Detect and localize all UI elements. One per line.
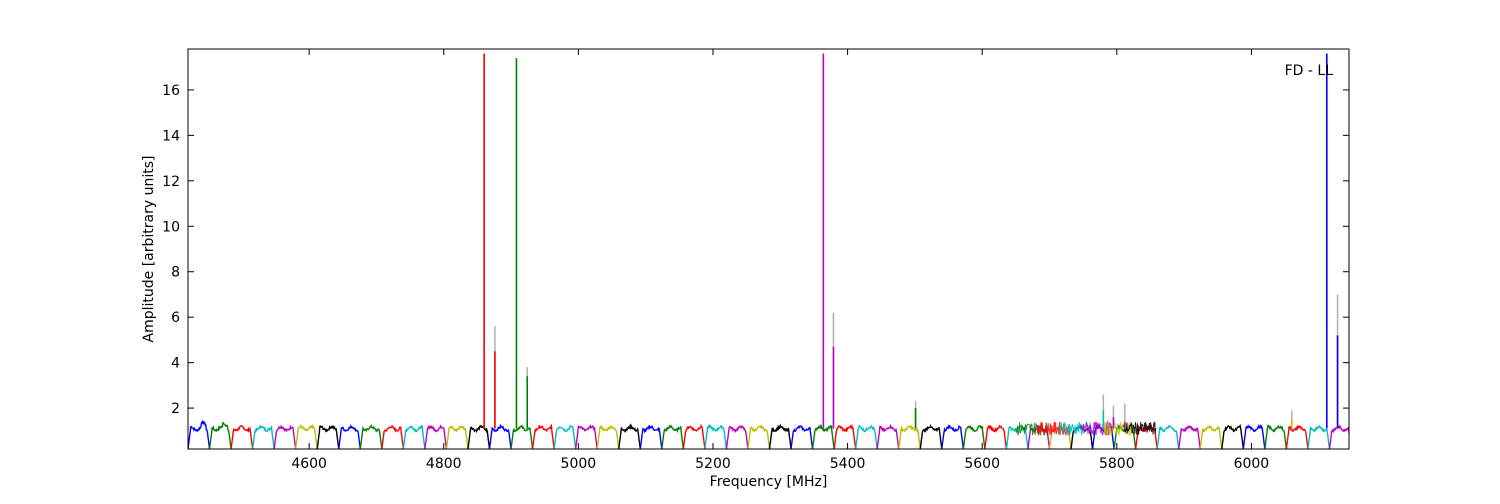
- subband-curve: [682, 423, 706, 449]
- subband-curve: [359, 424, 383, 449]
- subband-curve: [1221, 423, 1244, 449]
- subband-curve: [962, 424, 986, 449]
- noisy-trace: [1123, 421, 1157, 436]
- y-axis-label: Amplitude [arbitrary units]: [141, 156, 157, 343]
- x-tick-label: 5200: [695, 456, 731, 472]
- subband-curve: [424, 424, 448, 449]
- x-axis-label: Frequency [MHz]: [710, 474, 828, 490]
- x-tick-label: 4600: [291, 456, 327, 472]
- y-tick-label: 2: [171, 401, 180, 417]
- subband-curve: [747, 424, 771, 449]
- subband-curve: [488, 423, 512, 449]
- y-tick-label: 12: [162, 174, 180, 190]
- subband-curve: [1307, 424, 1331, 449]
- subband-curve: [510, 424, 534, 449]
- subband-curve: [1328, 424, 1349, 449]
- x-tick-label: 4800: [426, 456, 462, 472]
- subband-curve: [833, 423, 857, 449]
- x-tick-label: 5800: [1099, 456, 1135, 472]
- subband-curve: [941, 423, 964, 449]
- subband-curve: [295, 423, 318, 449]
- axes-layer: 4600 4800 5000 5200 5400 5600 5800 6000 2 4 6 8 10 12…: [162, 49, 1349, 472]
- chart-annotation: FD - LL: [1285, 63, 1334, 79]
- subband-curve: [790, 424, 814, 449]
- subband-curve: [876, 423, 900, 449]
- subband-curve: [553, 424, 577, 449]
- subband-curve: [467, 424, 491, 449]
- noisy-trace: [1101, 420, 1135, 437]
- subband-curve: [661, 424, 685, 449]
- subband-curve: [208, 421, 232, 449]
- y-tick-label: 8: [171, 265, 180, 281]
- y-tick-label: 10: [162, 219, 180, 235]
- x-tick-label: 5000: [561, 456, 597, 472]
- subband-curve: [919, 423, 943, 449]
- subband-curve: [316, 424, 340, 449]
- subband-curve: [230, 425, 254, 449]
- noisy-trace: [1015, 422, 1049, 437]
- y-tick-label: 16: [162, 83, 180, 99]
- subband-curve: [575, 424, 598, 449]
- subband-curve: [618, 423, 641, 449]
- data-layer: [188, 53, 1349, 449]
- x-tick-label: 6000: [1234, 456, 1270, 472]
- plot-frame: [187, 48, 1350, 450]
- subband-curve: [531, 423, 555, 449]
- subband-curve: [596, 425, 620, 449]
- subband-curve: [1178, 424, 1201, 449]
- subband-curve: [445, 425, 469, 449]
- subband-curve: [188, 420, 211, 449]
- subband-curve: [768, 423, 792, 449]
- y-tick-label: 4: [171, 356, 180, 372]
- subband-curve: [725, 424, 749, 449]
- subband-curve: [402, 424, 426, 449]
- subband-curve: [1285, 424, 1309, 449]
- y-tick-label: 6: [171, 310, 180, 326]
- subband-curve: [898, 424, 921, 449]
- subband-curve: [1156, 425, 1180, 449]
- subband-curve: [639, 424, 663, 449]
- x-tick-label: 5400: [830, 456, 866, 472]
- y-tick-label: 14: [162, 128, 180, 144]
- subband-curve: [984, 424, 1008, 449]
- subband-curve: [704, 423, 728, 449]
- subband-curve: [811, 423, 835, 449]
- subband-curve: [1264, 424, 1288, 449]
- subband-curve: [1199, 424, 1223, 449]
- subband-curve: [251, 424, 275, 449]
- subband-curve: [1242, 423, 1266, 449]
- noisy-trace: [1080, 419, 1114, 437]
- subband-curve: [273, 424, 297, 449]
- subband-curve: [855, 424, 878, 449]
- subband-curve: [381, 424, 405, 449]
- subband-curve: [338, 424, 361, 449]
- x-tick-label: 5600: [964, 456, 1000, 472]
